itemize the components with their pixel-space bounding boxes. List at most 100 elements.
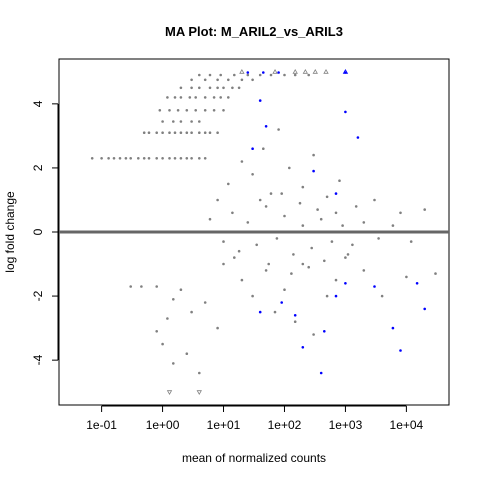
data-point <box>203 78 207 82</box>
clipped-point-up <box>312 69 318 74</box>
data-point <box>373 198 376 202</box>
data-point <box>155 285 158 288</box>
data-point <box>172 120 175 123</box>
y-tick-label: 0 <box>31 228 45 235</box>
clipped-point-up <box>302 69 309 74</box>
data-point <box>185 131 189 134</box>
data-point <box>354 205 358 208</box>
data-point <box>124 157 128 160</box>
data-point <box>409 240 413 243</box>
significant-point <box>399 349 402 352</box>
data-point <box>166 96 169 99</box>
data-point <box>319 217 323 221</box>
data-point <box>212 96 216 99</box>
data-point <box>377 237 380 240</box>
data-point <box>185 352 189 356</box>
data-point <box>198 131 201 134</box>
data-point <box>231 211 234 215</box>
data-point <box>173 96 177 99</box>
data-point <box>147 131 151 134</box>
data-point <box>283 288 286 292</box>
data-point <box>203 96 207 99</box>
data-point <box>264 205 268 208</box>
data-point <box>172 362 175 365</box>
data-point <box>269 192 273 195</box>
data-point <box>179 157 183 160</box>
data-point <box>203 301 207 304</box>
data-point <box>362 269 366 272</box>
significant-point <box>262 71 265 74</box>
data-point <box>216 131 219 134</box>
data-point <box>118 157 122 160</box>
clipped-point-up <box>342 69 349 74</box>
data-point <box>307 265 311 269</box>
data-point <box>194 109 197 112</box>
data-point <box>208 131 212 134</box>
significant-point <box>258 99 262 102</box>
significant-point <box>246 71 250 74</box>
data-point <box>237 86 241 90</box>
data-point <box>251 78 254 82</box>
data-point <box>240 160 244 163</box>
significant-point <box>251 147 254 150</box>
x-tick-label: 1e+03 <box>329 418 363 432</box>
significant-point <box>293 314 297 317</box>
data-point <box>240 278 244 282</box>
data-point <box>198 371 201 375</box>
data-point <box>330 240 334 243</box>
data-point <box>283 214 286 218</box>
data-point <box>190 78 193 82</box>
significant-point <box>344 110 347 114</box>
data-point <box>293 320 297 324</box>
data-point <box>173 131 177 134</box>
data-point <box>325 294 329 298</box>
data-point <box>216 198 219 202</box>
data-point <box>173 157 177 160</box>
x-axis: 1e-01 1e+00 1e+01 1e+02 1e+03 1e+04 <box>86 405 424 432</box>
data-point <box>188 96 192 99</box>
data-point <box>212 109 216 112</box>
data-point <box>346 253 350 256</box>
data-point <box>198 73 201 77</box>
data-point <box>137 157 140 160</box>
x-tick-label: 1e+01 <box>207 418 241 432</box>
data-point <box>251 294 254 298</box>
data-point <box>237 249 241 253</box>
significant-point <box>415 282 419 285</box>
data-point <box>240 78 244 82</box>
data-point <box>168 131 171 134</box>
data-point <box>362 221 366 224</box>
data-point <box>405 275 408 279</box>
data-point <box>203 131 207 134</box>
data-point <box>227 78 230 82</box>
data-point <box>251 173 254 176</box>
data-point <box>273 310 277 314</box>
data-point <box>185 109 189 112</box>
data-point <box>90 157 94 160</box>
data-point <box>325 195 329 199</box>
data-point <box>283 73 286 77</box>
data-point <box>216 86 219 90</box>
data-point <box>140 285 143 288</box>
data-point <box>161 342 164 346</box>
y-axis: -4 -2 0 2 4 <box>31 100 59 365</box>
significant-point <box>280 301 284 304</box>
data-point <box>155 157 158 160</box>
y-tick-label: -2 <box>31 290 45 301</box>
data-point <box>190 86 193 90</box>
data-point <box>142 157 146 160</box>
data-point <box>208 217 212 221</box>
significant-point <box>373 285 376 288</box>
data-point <box>179 96 183 99</box>
data-point <box>190 131 193 134</box>
data-point <box>185 157 189 160</box>
data-point <box>255 243 258 247</box>
x-tick-label: 1e+00 <box>146 418 180 432</box>
data-point <box>179 120 183 123</box>
y-tick-label: -4 <box>31 354 45 365</box>
significant-point <box>356 136 360 139</box>
data-point <box>203 157 207 160</box>
data-point <box>190 310 193 314</box>
data-point <box>269 73 273 77</box>
